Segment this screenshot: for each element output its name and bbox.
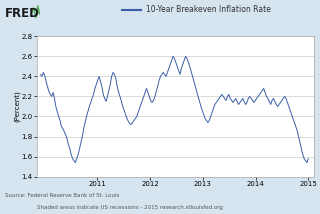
Y-axis label: (Percent): (Percent): [13, 91, 20, 122]
Text: FRED: FRED: [5, 7, 40, 21]
Text: Shaded areas indicate US recessions - 2015 research.stlouisfed.org: Shaded areas indicate US recessions - 20…: [37, 205, 223, 210]
Text: 10-Year Breakeven Inflation Rate: 10-Year Breakeven Inflation Rate: [146, 5, 270, 14]
Text: Source: Federal Reserve Bank of St. Louis: Source: Federal Reserve Bank of St. Loui…: [5, 193, 119, 198]
